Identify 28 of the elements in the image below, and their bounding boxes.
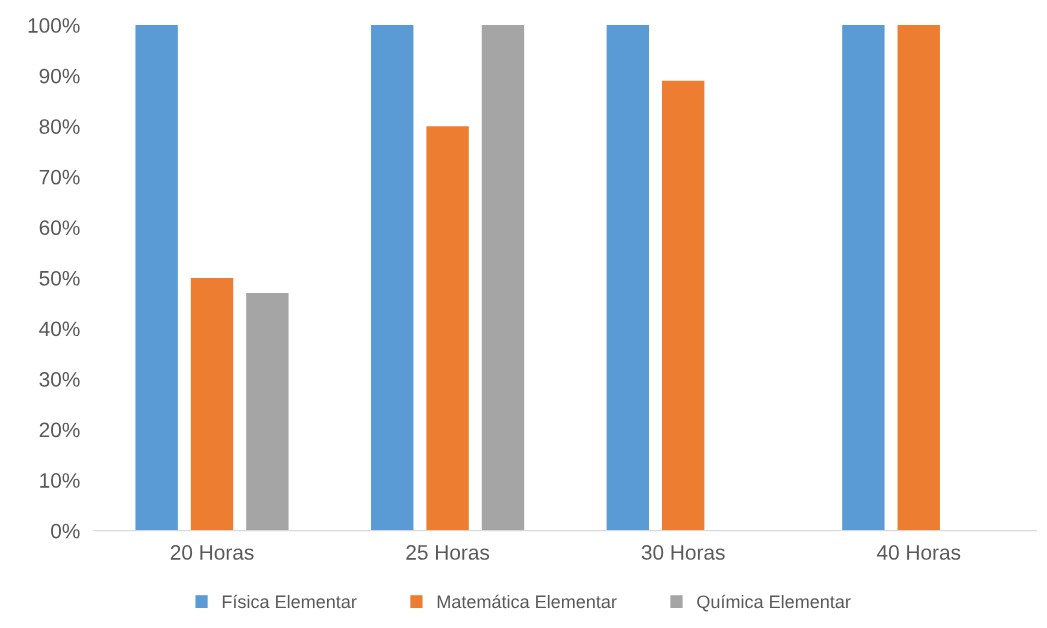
x-tick-label: 40 Horas xyxy=(876,545,961,560)
x-tick-label: 25 Horas xyxy=(406,545,490,560)
bar xyxy=(606,25,650,531)
y-tick-label: 0% xyxy=(51,523,80,539)
bar xyxy=(426,126,469,531)
legend-label: Química Elementar xyxy=(697,594,851,612)
y-tick-label: 30% xyxy=(39,372,80,387)
y-tick-label: 80% xyxy=(39,119,80,134)
bar xyxy=(842,25,885,531)
y-tick-label: 40% xyxy=(39,321,80,337)
legend-label: Matemática Elementar xyxy=(437,594,617,609)
bar xyxy=(897,25,940,531)
y-tick-label: 90% xyxy=(39,68,80,84)
bar xyxy=(481,25,525,531)
y-tick-label: 100% xyxy=(28,18,80,33)
bar xyxy=(246,293,289,531)
bar xyxy=(135,25,178,531)
legend-label: Física Elementar xyxy=(222,594,357,609)
y-tick-label: 10% xyxy=(40,473,80,488)
y-tick-label: 70% xyxy=(39,169,80,185)
x-tick-label: 20 Horas xyxy=(170,545,254,560)
y-tick-label: 60% xyxy=(39,220,80,236)
y-tick-label: 50% xyxy=(39,270,80,286)
bar xyxy=(371,25,414,531)
x-tick-label: 30 Horas xyxy=(641,545,725,560)
bar xyxy=(190,277,234,531)
bar xyxy=(661,80,705,531)
y-tick-label: 20% xyxy=(39,422,80,438)
